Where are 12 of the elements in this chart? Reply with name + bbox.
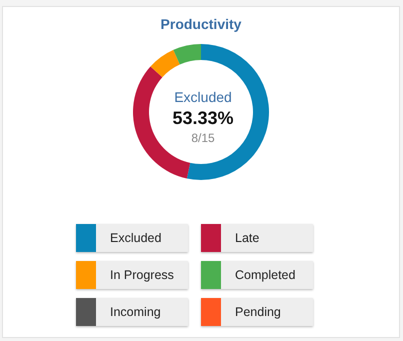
chart-title: Productivity — [160, 16, 242, 32]
legend-label: Completed — [234, 267, 296, 284]
legend-label: Incoming — [109, 304, 162, 321]
text: 8/15 — [191, 131, 215, 145]
donut-slice — [173, 44, 201, 64]
legend-label: Excluded — [109, 230, 162, 247]
text: Excluded — [174, 89, 232, 105]
legend-label: In Progress — [109, 267, 175, 284]
legend-label: Pending — [234, 304, 282, 321]
text: 53.33% — [172, 108, 234, 128]
legend-label: Late — [234, 230, 260, 247]
donut-slice — [150, 50, 180, 78]
